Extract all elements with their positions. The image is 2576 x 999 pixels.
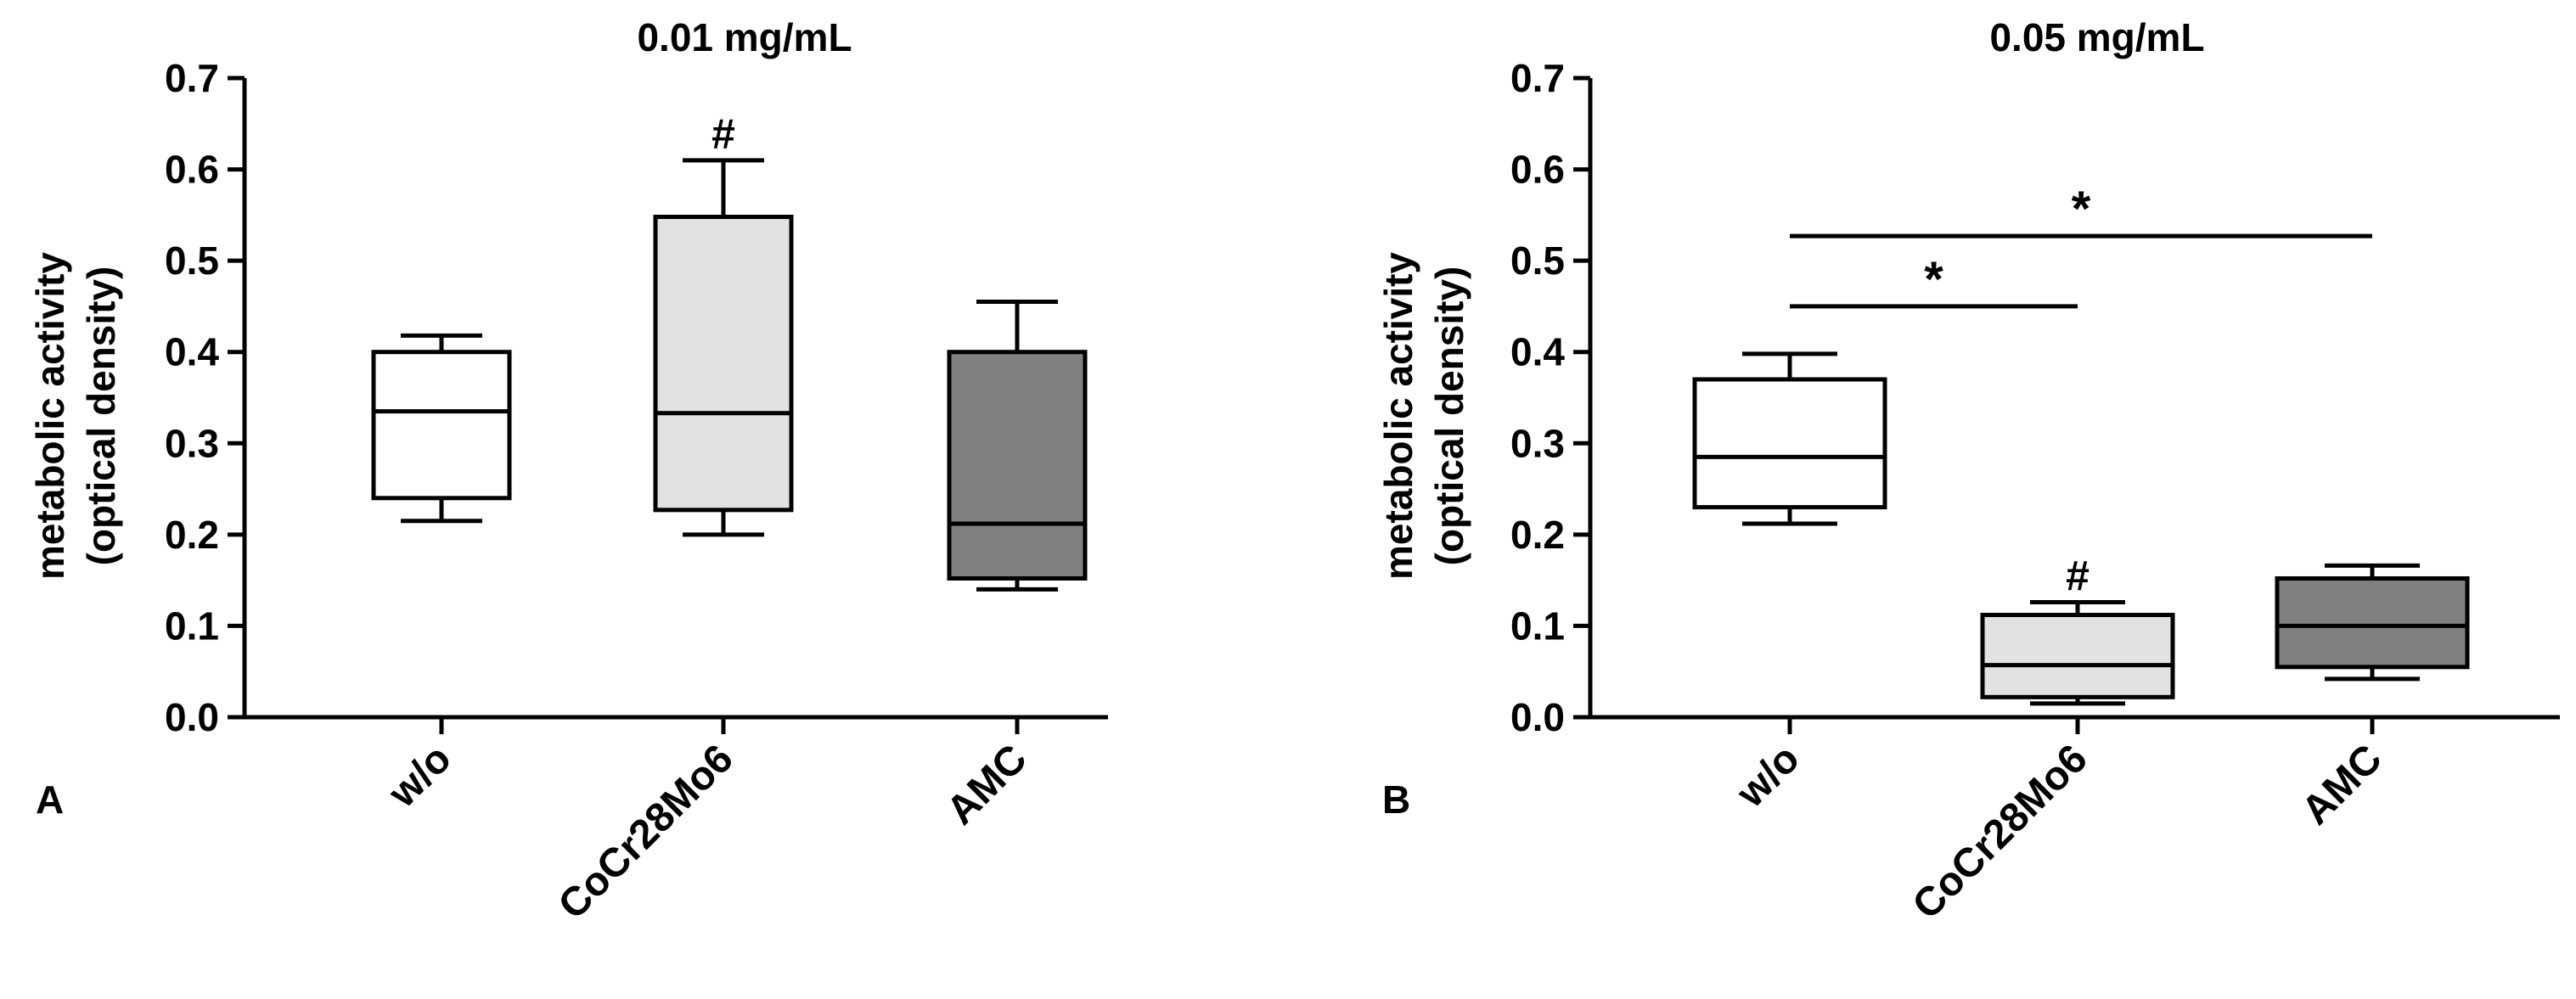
panel-b-y-tick-label: 0.5 xyxy=(1510,239,1565,283)
chart-panel-a: 0.01 mg/mL A metabolic activity (optical… xyxy=(28,15,1108,928)
panel-b-y-tick-label: 0.7 xyxy=(1510,56,1565,100)
panel-a-plot-area: 0.0 0.1 0.2 0.3 0.4 0.5 0.6 0.7 w/o # CoCr28Mo6 AMC xyxy=(165,56,1108,928)
panel-a-title: 0.01 mg/mL xyxy=(637,15,852,59)
panel-b-x-tick-label: w/o xyxy=(1728,736,1808,817)
panel-b-letter: B xyxy=(1382,777,1410,822)
panel-a-y-tick-label: 0.1 xyxy=(165,603,219,648)
panel-b-x-tick-label: AMC xyxy=(2293,736,2391,833)
panel-a-letter: A xyxy=(36,777,64,822)
panel-a-box xyxy=(371,350,512,501)
panel-b-y-tick-label: 0.3 xyxy=(1510,421,1565,465)
panel-b-ylabel-line1: metabolic activity xyxy=(1376,252,1420,580)
panel-b-plot-area: 0.0 0.1 0.2 0.3 0.4 0.5 0.6 0.7 w/o # CoCr28Mo6 AMC… xyxy=(1510,56,2560,928)
panel-b-box xyxy=(2275,575,2470,670)
panel-a-box xyxy=(947,350,1088,581)
panel-a-x-tick-label: AMC xyxy=(938,736,1036,833)
panel-b-box xyxy=(1692,377,1887,510)
panel-a-y-tick-label: 0.7 xyxy=(165,56,219,100)
panel-b-y-tick-label: 0.0 xyxy=(1510,695,1565,739)
panel-b-ylabel-line2: (optical density) xyxy=(1427,267,1471,566)
panel-b-box xyxy=(1980,613,2175,699)
panel-b-significance-label: * xyxy=(2072,182,2091,237)
panel-a-y-tick-label: 0.2 xyxy=(165,513,219,557)
chart-panel-b: 0.05 mg/mL B metabolic activity (optical… xyxy=(1376,15,2560,928)
panel-b-box-annotation: # xyxy=(2066,552,2089,599)
panel-b-significance-label: * xyxy=(1924,252,1943,307)
panel-a-x-tick-label: w/o xyxy=(380,736,460,817)
panel-b-y-tick-label: 0.1 xyxy=(1510,603,1565,648)
panel-a-y-tick-label: 0.0 xyxy=(165,695,219,739)
panel-a-x-tick-label: CoCr28Mo6 xyxy=(550,736,742,928)
panel-b-title: 0.05 mg/mL xyxy=(1989,15,2204,59)
panel-a-box xyxy=(653,215,794,513)
panel-a-y-tick-label: 0.4 xyxy=(165,330,219,374)
panel-b-y-tick-label: 0.4 xyxy=(1510,330,1565,374)
panel-a-y-tick-label: 0.5 xyxy=(165,239,219,283)
panel-a-y-tick-label: 0.3 xyxy=(165,421,219,465)
panel-b-y-tick-label: 0.2 xyxy=(1510,513,1565,557)
panel-a-ylabel-line1: metabolic activity xyxy=(28,252,72,580)
panel-b-y-tick-label: 0.6 xyxy=(1510,148,1565,192)
panel-a-box-annotation: # xyxy=(711,110,735,158)
panel-a-y-tick-label: 0.6 xyxy=(165,148,219,192)
panel-a-ylabel-line2: (optical density) xyxy=(79,267,123,566)
panel-b-x-tick-label: CoCr28Mo6 xyxy=(1904,736,2096,928)
